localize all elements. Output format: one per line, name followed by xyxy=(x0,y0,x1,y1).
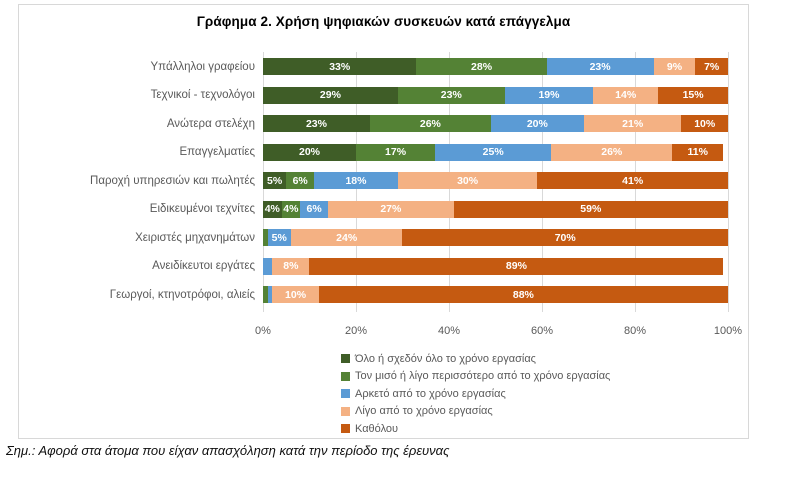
bar-segment: 41% xyxy=(537,172,728,189)
bar-segment: 7% xyxy=(695,58,728,75)
bar-segment: 5% xyxy=(263,172,287,189)
footnote: Σημ.: Αφορά στα άτομα που είχαν απασχόλη… xyxy=(6,443,450,458)
bar-segment: 70% xyxy=(402,229,728,246)
bar-segment: 15% xyxy=(658,86,728,104)
bar-segment xyxy=(263,229,268,246)
x-tick-label: 60% xyxy=(530,325,554,337)
bar-segment: 25% xyxy=(435,143,552,161)
legend-label: Καθόλου xyxy=(355,422,399,435)
stacked-bar: 8% 89% xyxy=(263,257,728,275)
gridline xyxy=(728,52,729,312)
bar-segment: 9% xyxy=(653,58,696,75)
legend-label: Αρκετό από το χρόνο εργασίας xyxy=(355,387,506,400)
chart-row: Ανειδίκευτοι εργάτες 8% 89% xyxy=(19,257,728,275)
stacked-bar: 10% 88% xyxy=(263,286,728,303)
chart-container: Γράφημα 2. Χρήση ψηφιακών συσκευών κατά … xyxy=(18,4,749,439)
legend-entry: Καθόλου xyxy=(341,422,610,435)
chart-row: Ανώτερα στελέχη 23% 26% 20% 21% 10% xyxy=(19,115,728,132)
bar-segment: 30% xyxy=(397,172,538,189)
stacked-bar: 29% 23% 19% 14% 15% xyxy=(263,86,728,104)
bar-segment: 59% xyxy=(453,200,728,218)
bar-segment: 8% xyxy=(272,257,310,275)
bar-segment: 6% xyxy=(286,172,315,189)
category-label: Ανειδίκευτοι εργάτες xyxy=(152,260,255,272)
bar-segment: 10% xyxy=(681,115,728,132)
chart-row: Τεχνικοί - τεχνολόγοι 29% 23% 19% 14% 15% xyxy=(19,86,728,104)
legend-swatch xyxy=(341,371,350,381)
legend-swatch xyxy=(341,389,350,398)
stacked-bar: 4% 4% 6% 27% 59% xyxy=(263,200,728,218)
legend-label: Όλο ή σχεδόν όλο το χρόνο εργασίας xyxy=(355,352,536,365)
category-label: Επαγγελματίες xyxy=(179,146,255,158)
category-label: Τεχνικοί - τεχνολόγοι xyxy=(150,89,255,101)
bar-segment: 88% xyxy=(318,286,728,303)
bar-segment: 6% xyxy=(300,200,329,218)
x-tick-label: 20% xyxy=(344,325,368,337)
chart-row: Παροχή υπηρεσιών και πωλητές 5% 6% 18% 30% 41… xyxy=(19,172,728,189)
bar-segment: 89% xyxy=(309,257,724,275)
chart-title: Γράφημα 2. Χρήση ψηφιακών συσκευών κατά … xyxy=(196,14,571,29)
legend-label: Λίγο από το χρόνο εργασίας xyxy=(355,405,493,417)
legend-entry: Λίγο από το χρόνο εργασίας xyxy=(341,405,610,418)
category-label: Υπάλληλοι γραφείου xyxy=(150,60,255,73)
bar-segment: 23% xyxy=(263,115,370,132)
bar-segment: 14% xyxy=(593,86,659,104)
legend-swatch xyxy=(341,424,350,433)
legend-swatch xyxy=(341,406,350,416)
bar-segment: 5% xyxy=(267,229,291,246)
bar-segment: 10% xyxy=(272,286,319,303)
stacked-bar: 5% 24% 70% xyxy=(263,229,728,246)
bar-segment: 20% xyxy=(490,115,584,132)
bar-segment: 33% xyxy=(263,58,417,75)
bar-segment: 23% xyxy=(546,58,654,75)
stacked-bar: 5% 6% 18% 30% 41% xyxy=(263,172,728,189)
bar-segment: 21% xyxy=(583,115,682,132)
bar-segment: 26% xyxy=(551,143,673,161)
stacked-bar: 23% 26% 20% 21% 10% xyxy=(263,115,728,132)
category-label: Χειριστές μηχανημάτων xyxy=(135,231,255,244)
bar-segment: 23% xyxy=(397,86,505,104)
bar-segment: 4% xyxy=(263,200,282,218)
x-axis: 0% 20% 40% 60% 80% 100% xyxy=(255,325,742,339)
legend-entry: Αρκετό από το χρόνο εργασίας xyxy=(341,387,610,400)
category-label: Γεωργοί, κτηνοτρόφοι, αλιείς xyxy=(109,288,255,301)
bar-segment: 28% xyxy=(416,58,547,75)
bar-segment: 4% xyxy=(281,200,301,218)
category-label: Ανώτερα στελέχη xyxy=(166,117,255,130)
legend-entry: Τον μισό ή λίγο περισσότερο από το χρόνο… xyxy=(341,370,610,383)
plot-rows: Υπάλληλοι γραφείου 33% 28% 23% 9% 7% Τεχνικοί … xyxy=(19,58,728,303)
category-label: Παροχή υπηρεσιών και πωλητές xyxy=(90,174,255,187)
category-label: Ειδικευμένοι τεχνίτες xyxy=(149,203,255,215)
stacked-bar: 20% 17% 25% 26% 11% xyxy=(263,143,728,161)
chart-row: Γεωργοί, κτηνοτρόφοι, αλιείς 10% 88% xyxy=(19,286,728,303)
bar-segment: 26% xyxy=(369,115,491,132)
legend-swatch xyxy=(341,354,350,363)
bar-segment: 24% xyxy=(290,229,403,246)
bar-segment: 17% xyxy=(356,143,436,161)
bar-segment: 29% xyxy=(263,86,398,104)
bar-segment: 27% xyxy=(328,200,454,218)
chart-row: Υπάλληλοι γραφείου 33% 28% 23% 9% 7% xyxy=(19,58,728,75)
chart-row: Ειδικευμένοι τεχνίτες 4% 4% 6% 27% 59% xyxy=(19,200,728,218)
bar-segment: 19% xyxy=(504,86,594,104)
x-tick-label: 100% xyxy=(713,325,743,337)
bar-segment: 11% xyxy=(672,143,724,161)
bar-segment xyxy=(263,257,273,275)
x-tick-label: 0% xyxy=(255,325,271,337)
stacked-bar: 33% 28% 23% 9% 7% xyxy=(263,58,728,75)
bar-segment: 20% xyxy=(263,143,356,161)
bar-segment xyxy=(267,286,273,303)
bar-segment: 18% xyxy=(314,172,398,189)
legend-label: Τον μισό ή λίγο περισσότερο από το χρόνο… xyxy=(355,370,611,382)
legend: Όλο ή σχεδόν όλο το χρόνο εργασίας Τον μι… xyxy=(341,352,610,435)
legend-entry: Όλο ή σχεδόν όλο το χρόνο εργασίας xyxy=(341,352,610,365)
chart-row: Επαγγελματίες 20% 17% 25% 26% 11% xyxy=(19,143,728,161)
bar-segment xyxy=(263,286,268,303)
chart-row: Χειριστές μηχανημάτων 5% 24% 70% xyxy=(19,229,728,246)
x-tick-label: 80% xyxy=(623,325,647,337)
x-tick-label: 40% xyxy=(437,325,461,337)
